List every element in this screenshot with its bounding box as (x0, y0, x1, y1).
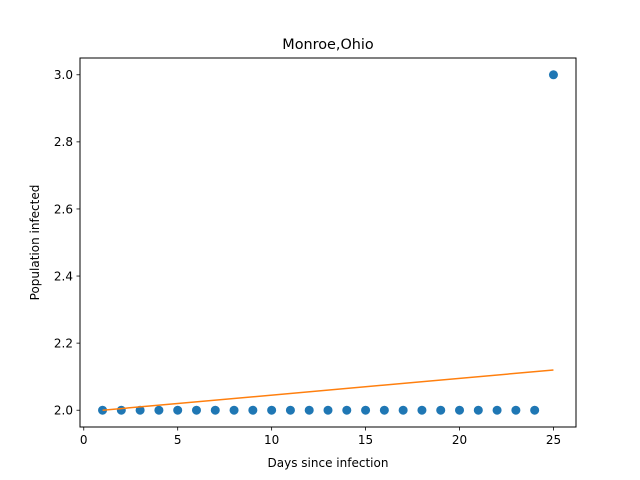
data-point (210, 405, 220, 415)
x-tick-label: 20 (452, 433, 467, 447)
data-point (267, 405, 277, 415)
x-tick-label: 0 (80, 433, 88, 447)
data-point (417, 405, 427, 415)
data-point (361, 405, 371, 415)
data-point (154, 405, 164, 415)
data-point (530, 405, 540, 415)
data-point (473, 405, 483, 415)
x-tick-label: 15 (358, 433, 373, 447)
data-point (548, 70, 558, 80)
data-point (398, 405, 408, 415)
x-axis: 0 5 10 15 20 25 (80, 427, 561, 447)
data-point (191, 405, 201, 415)
y-tick-label: 3.0 (54, 68, 73, 82)
x-tick-label: 10 (264, 433, 279, 447)
data-point (248, 405, 258, 415)
y-axis-label: Population infected (28, 185, 42, 301)
data-point (492, 405, 502, 415)
data-point (323, 405, 333, 415)
data-point (379, 405, 389, 415)
chart-title: Monroe,Ohio (282, 37, 374, 53)
trend-line (102, 369, 554, 411)
data-point (116, 405, 126, 415)
x-axis-label: Days since infection (268, 456, 389, 470)
data-point (173, 405, 183, 415)
y-tick-label: 2.6 (54, 202, 73, 216)
data-point (511, 405, 521, 415)
data-point (304, 405, 314, 415)
axes-frame (79, 57, 577, 428)
data-point (135, 405, 145, 415)
data-point (455, 405, 465, 415)
data-point (285, 405, 295, 415)
x-tick-label: 25 (546, 433, 561, 447)
data-point (342, 405, 352, 415)
data-point (229, 405, 239, 415)
plot-area (98, 70, 558, 415)
x-tick-label: 5 (174, 433, 182, 447)
y-tick-label: 2.2 (54, 336, 73, 350)
y-tick-label: 2.8 (54, 135, 73, 149)
data-point (436, 405, 446, 415)
y-axis: 2.0 2.2 2.4 2.6 2.8 3.0 (54, 68, 80, 418)
y-tick-label: 2.4 (54, 269, 73, 283)
y-tick-label: 2.0 (54, 404, 73, 418)
